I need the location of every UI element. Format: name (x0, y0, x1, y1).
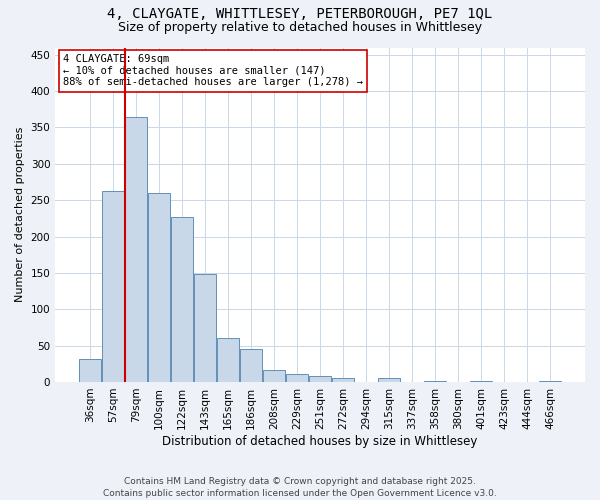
Bar (470, 380, 492, 382)
Bar (148, 193, 170, 382)
Bar (102, 192, 124, 382)
Text: Size of property relative to detached houses in Whittlesey: Size of property relative to detached ho… (118, 21, 482, 34)
Bar (424, 380, 446, 382)
Bar (240, 349, 262, 382)
Bar (194, 274, 216, 382)
Bar (332, 378, 354, 382)
Text: 4, CLAYGATE, WHITTLESEY, PETERBOROUGH, PE7 1QL: 4, CLAYGATE, WHITTLESEY, PETERBOROUGH, P… (107, 8, 493, 22)
Text: Contains HM Land Registry data © Crown copyright and database right 2025.
Contai: Contains HM Land Registry data © Crown c… (103, 476, 497, 498)
Bar (217, 338, 239, 382)
X-axis label: Distribution of detached houses by size in Whittlesey: Distribution of detached houses by size … (163, 434, 478, 448)
Y-axis label: Number of detached properties: Number of detached properties (15, 127, 25, 302)
Bar (286, 374, 308, 382)
Bar (539, 380, 561, 382)
Bar (125, 116, 147, 382)
Bar (263, 370, 285, 382)
Bar (378, 378, 400, 382)
Bar (79, 358, 101, 382)
Bar (309, 376, 331, 382)
Bar (171, 217, 193, 382)
Text: 4 CLAYGATE: 69sqm
← 10% of detached houses are smaller (147)
88% of semi-detache: 4 CLAYGATE: 69sqm ← 10% of detached hous… (63, 54, 363, 88)
